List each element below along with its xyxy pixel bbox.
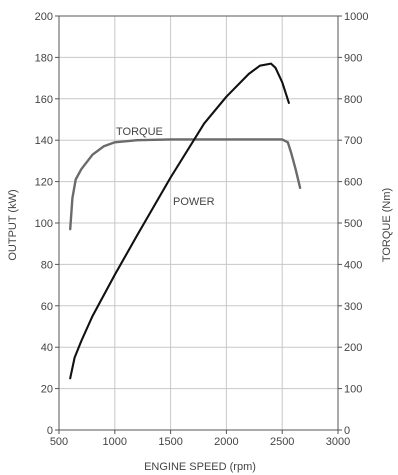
x-tick-label: 500 [50,436,68,448]
series-lines [68,62,302,380]
right-tick-label: 300 [344,301,362,313]
x-tick-label: 1000 [103,436,127,448]
left-tick-label: 140 [35,135,53,147]
right-tick-label: 500 [344,218,362,230]
right-tick-label: 0 [344,425,350,437]
right-tick-label: 700 [344,135,362,147]
right-tick-label: 800 [344,94,362,106]
right-axis-ticks: 0 100 200 300 400 500 600 700 800 900 1000 [338,11,368,437]
left-tick-label: 20 [41,384,53,396]
right-tick-label: 600 [344,177,362,189]
left-axis-ticks: 0 20 40 60 80 100 120 140 160 180 200 [35,11,59,437]
left-tick-label: 100 [35,218,53,230]
x-axis-title: ENGINE SPEED (rpm) [144,461,256,473]
right-tick-label: 200 [344,342,362,354]
grid [59,16,338,430]
left-tick-label: 120 [35,177,53,189]
left-tick-label: 200 [35,11,53,23]
left-axis-title: OUTPUT (kW) [7,189,19,260]
right-tick-label: 100 [344,384,362,396]
power-series-label: POWER [173,196,215,208]
left-tick-label: 180 [35,52,53,64]
left-tick-label: 40 [41,342,53,354]
right-axis-title: TORQUE (Nm) [381,188,393,262]
x-tick-label: 3000 [326,436,350,448]
left-tick-label: 160 [35,94,53,106]
left-tick-label: 60 [41,301,53,313]
torque-series-label: TORQUE [116,126,163,138]
right-tick-label: 900 [344,52,362,64]
x-tick-label: 2500 [270,436,294,448]
left-tick-label: 80 [41,259,53,271]
x-tick-label: 1500 [158,436,182,448]
right-tick-label: 400 [344,259,362,271]
left-tick-label: 0 [47,425,53,437]
x-tick-label: 2000 [214,436,238,448]
right-tick-label: 1000 [344,11,368,23]
x-axis-ticks: 500 1000 1500 2000 2500 3000 [50,430,350,448]
power-line [69,62,290,380]
torque-line [68,138,302,231]
